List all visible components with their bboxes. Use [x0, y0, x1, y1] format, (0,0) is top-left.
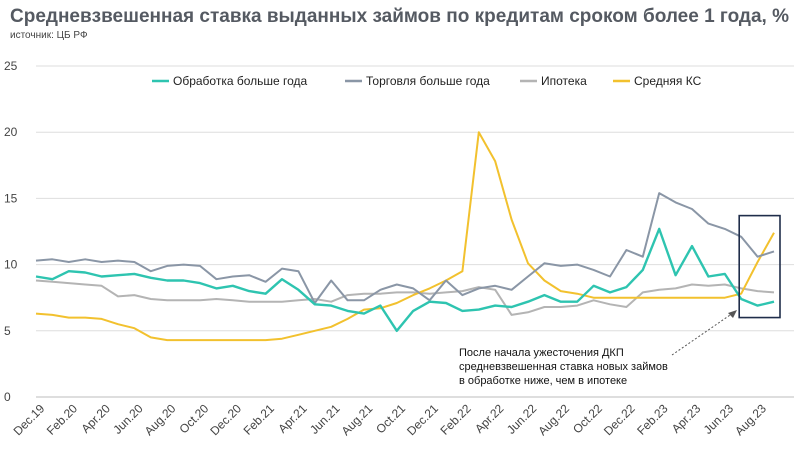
x-tick-label: Aug.23 [732, 401, 769, 438]
annotation-arrow-line [671, 312, 734, 356]
x-tick-label: Dec.20 [207, 401, 244, 438]
x-tick-label: Dec.19 [11, 401, 48, 438]
y-tick-label: 10 [4, 258, 18, 272]
highlight-box [738, 214, 781, 319]
chart-source: источник: ЦБ РФ [10, 30, 88, 41]
x-tick-label: Oct.22 [570, 401, 605, 436]
annotation-group: После начала ужесточения ДКП средневзвеше… [459, 310, 737, 387]
y-axis-ticks: 0 5 10 15 20 25 [4, 59, 18, 404]
y-tick-label: 15 [4, 191, 18, 205]
chart-title: Средневзвешенная ставка выданных займов … [10, 6, 790, 27]
series-line [35, 227, 775, 332]
x-tick-label: Aug.22 [535, 401, 572, 438]
series-lines [35, 131, 775, 342]
x-tick-label: Oct.21 [373, 401, 408, 436]
x-tick-label: Jun.22 [504, 401, 540, 437]
x-tick-label: Feb.23 [634, 401, 671, 438]
x-tick-label: Aug.21 [339, 401, 376, 438]
x-tick-label: Apr.21 [275, 401, 310, 436]
series-line [35, 279, 775, 316]
x-tick-label: Feb.20 [44, 401, 81, 438]
legend-label: Обработка больше года [173, 74, 308, 88]
series-line [35, 192, 775, 304]
legend-label: Ипотека [541, 74, 587, 88]
x-tick-label: Feb.21 [241, 401, 278, 438]
x-tick-label: Oct.20 [176, 401, 211, 436]
x-tick-label: Apr.23 [669, 401, 704, 436]
y-tick-label: 20 [4, 125, 18, 139]
y-tick-label: 0 [4, 390, 11, 404]
series-line [35, 131, 775, 342]
chart-legend: Обработка больше года Торговля больше год… [152, 74, 702, 88]
x-tick-label: Apr.22 [472, 401, 507, 436]
x-axis-ticks: Dec.19Feb.20Apr.20Jun.20Aug.20Oct.20Dec.… [11, 401, 770, 438]
highlight-box-group [738, 214, 781, 319]
annotation-text: После начала ужесточения ДКП [459, 347, 624, 359]
x-tick-label: Dec.22 [601, 401, 638, 438]
x-tick-label: Dec.21 [404, 401, 441, 438]
x-tick-label: Jun.20 [110, 401, 146, 437]
legend-label: Средняя КС [634, 74, 702, 88]
x-tick-label: Aug.20 [142, 401, 179, 438]
x-tick-label: Apr.20 [79, 401, 114, 436]
annotation-arrowhead [728, 310, 737, 318]
legend-label: Торговля больше года [366, 74, 490, 88]
annotation-text: в обработке ниже, чем в ипотеке [459, 375, 627, 387]
x-tick-label: Jun.23 [701, 401, 737, 437]
grid-lines [36, 65, 794, 398]
x-tick-label: Feb.22 [437, 401, 474, 438]
annotation-text: средневзвешенная ставка новых займов [459, 361, 668, 373]
y-tick-label: 5 [4, 324, 11, 338]
y-tick-label: 25 [4, 59, 18, 73]
x-tick-label: Jun.21 [307, 401, 343, 437]
